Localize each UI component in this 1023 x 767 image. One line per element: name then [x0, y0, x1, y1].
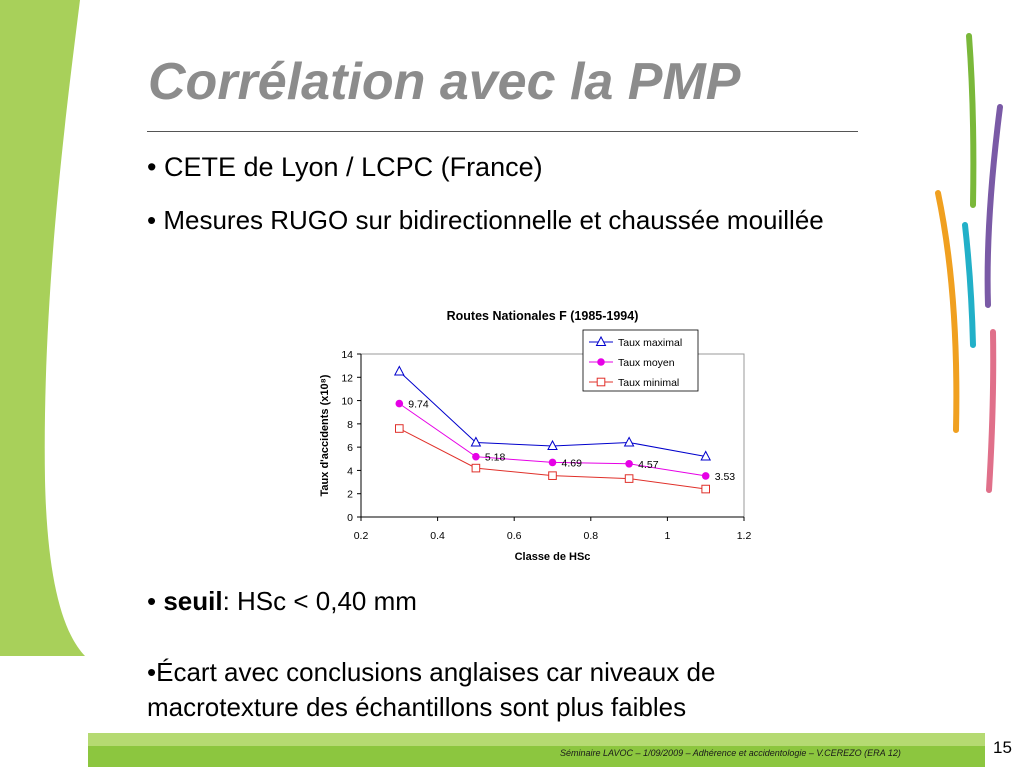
data-label: 5.18: [485, 452, 506, 464]
pencil-stroke-cyan: [962, 222, 976, 348]
square-marker: [624, 474, 634, 483]
chart-title: Routes Nationales F (1985-1994): [447, 309, 639, 323]
seuil-label: seuil: [163, 586, 223, 616]
bottom-light-strip: [88, 733, 985, 746]
x-tick-label: 0.2: [354, 530, 369, 542]
pencil-stroke-green: [966, 33, 977, 208]
left-green-swoosh: [0, 0, 85, 656]
y-tick-label: 12: [341, 372, 353, 384]
y-tick-label: 10: [341, 396, 353, 408]
page-number-box: [985, 733, 1023, 767]
circle-marker: [625, 459, 633, 468]
square-marker: [395, 424, 404, 433]
data-label: 4.69: [562, 457, 583, 469]
data-label: 4.57: [638, 459, 659, 471]
left-white-panel: [0, 656, 88, 767]
square-marker: [701, 484, 710, 494]
y-tick-label: 2: [347, 489, 353, 501]
y-axis-label: Taux d'accidents (x10⁸): [319, 374, 331, 496]
bullet-cete: • CETE de Lyon / LCPC (France): [147, 150, 543, 185]
bullet-seuil: • seuil: HSc < 0,40 mm: [147, 586, 417, 616]
line-chart: Routes Nationales F (1985-1994) 0 2 4 6 8 10 12…: [319, 309, 752, 563]
x-tick-label: 0.8: [583, 530, 598, 542]
legend-entry: Taux moyen: [618, 357, 675, 369]
square-marker: [548, 471, 557, 480]
triangle-marker: [470, 436, 482, 447]
x-tick-label: 0.6: [507, 530, 522, 542]
y-tick-label: 14: [341, 349, 353, 361]
circle-marker: [395, 399, 404, 408]
y-tick-label: 8: [347, 419, 353, 431]
slide-title: Corrélation avec la PMP: [148, 53, 741, 111]
circle-marker: [472, 452, 480, 461]
legend-entry: Taux minimal: [618, 377, 679, 389]
pencil-stroke-pink: [986, 329, 997, 493]
square-marker: [471, 463, 481, 473]
legend-entry: Taux maximal: [618, 337, 682, 349]
title-underline: [147, 131, 858, 132]
footer-text: Séminaire LAVOC – 1/09/2009 – Adhérence …: [560, 748, 901, 758]
bullet-mesures: • Mesures RUGO sur bidirectionnelle et c…: [147, 205, 824, 235]
triangle-marker: [700, 450, 712, 461]
pencil-stroke-orange: [935, 190, 960, 433]
triangle-marker: [595, 335, 607, 346]
x-tick-label: 1: [664, 530, 670, 542]
data-label: 3.53: [715, 471, 736, 483]
x-axis-label: Classe de HSc: [515, 551, 591, 563]
y-tick-label: 6: [347, 442, 353, 454]
triangle-marker: [623, 436, 635, 447]
y-tick-label: 4: [347, 465, 353, 477]
bullet-cete-text: CETE de Lyon / LCPC (France): [163, 152, 543, 182]
seuil-value: : HSc < 0,40 mm: [222, 586, 417, 616]
y-tick-label: 0: [347, 512, 353, 524]
circle-marker: [701, 472, 710, 480]
circle-marker: [548, 458, 557, 467]
triangle-marker: [393, 365, 405, 376]
x-tick-label: 0.4: [430, 530, 445, 542]
data-label: 9.74: [408, 399, 429, 411]
pencil-stroke-purple: [984, 104, 1003, 308]
x-tick-label: 1.2: [737, 530, 752, 542]
triangle-marker: [547, 439, 558, 450]
circle-marker: [597, 358, 605, 366]
bullet-dot: •: [147, 152, 164, 182]
bullet-ecart: •Écart avec conclusions anglaises car ni…: [147, 657, 716, 722]
page-number: 15: [993, 738, 1012, 757]
square-marker: [596, 377, 606, 387]
